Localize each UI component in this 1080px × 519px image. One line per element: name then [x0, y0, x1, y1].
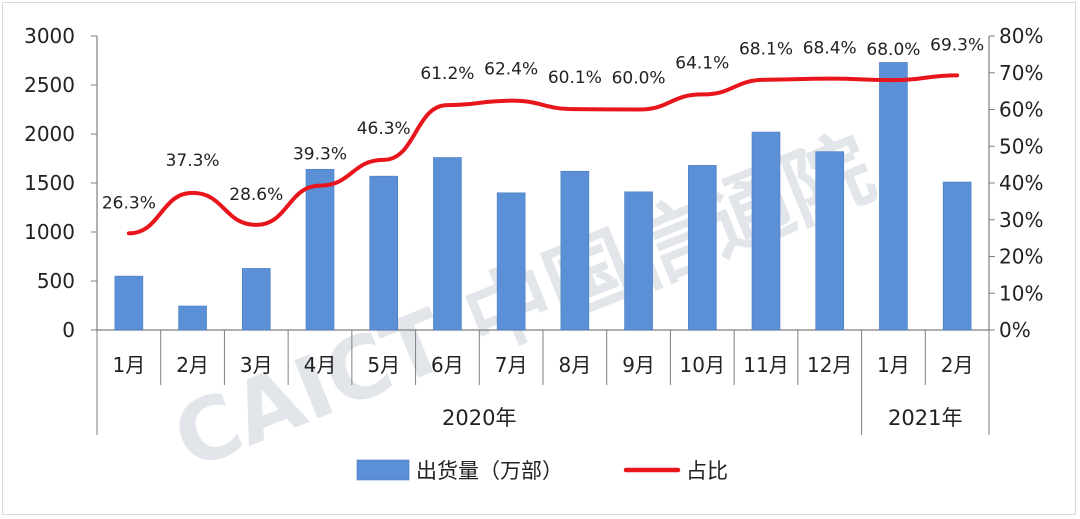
right-axis-tick-label: 80% — [999, 24, 1043, 48]
category-label: 5月 — [367, 353, 400, 377]
category-label: 6月 — [431, 353, 464, 377]
data-label: 61.2% — [420, 64, 474, 84]
legend-swatch-bar — [356, 459, 410, 481]
data-label: 62.4% — [484, 60, 538, 80]
legend-label-line: 占比 — [686, 459, 728, 483]
right-axis-tick-label: 30% — [999, 208, 1043, 232]
data-label: 28.6% — [229, 185, 283, 205]
data-label: 37.3% — [166, 151, 220, 171]
bar — [751, 131, 781, 331]
group-label: 2021年 — [888, 406, 962, 430]
bar — [241, 268, 271, 331]
bar — [815, 151, 845, 331]
right-axis-tick-label: 40% — [999, 171, 1043, 195]
category-label: 9月 — [622, 353, 655, 377]
data-label: 46.3% — [357, 119, 411, 139]
right-axis-tick-label: 60% — [999, 98, 1043, 122]
axes-layer: 0 500 1000 1500 2000 2500 3000 0% 10% 20% 30% 40% 50… — [24, 24, 1043, 435]
legend: 出货量（万部） 占比 — [356, 459, 728, 483]
bar — [879, 62, 908, 331]
left-axis-tick-label: 0 — [62, 318, 75, 342]
category-label: 1月 — [877, 353, 910, 377]
group-label: 2020年 — [442, 406, 516, 430]
bar — [942, 181, 972, 331]
bar — [305, 168, 335, 331]
bar — [178, 305, 207, 331]
category-label: 1月 — [112, 353, 145, 377]
share-line — [126, 73, 960, 236]
left-axis-tick-label: 3000 — [24, 24, 75, 48]
left-axis-tick-label: 2000 — [24, 122, 75, 146]
category-label: 3月 — [240, 353, 273, 377]
category-label: 2月 — [176, 353, 209, 377]
bar — [560, 170, 590, 331]
right-axis-tick-label: 70% — [999, 61, 1043, 85]
data-label: 26.3% — [102, 193, 156, 213]
category-label: 2月 — [941, 353, 974, 377]
left-axis-tick-label: 1500 — [24, 171, 75, 195]
category-label: 4月 — [304, 353, 337, 377]
category-label: 7月 — [495, 353, 528, 377]
bar — [114, 275, 144, 331]
bar — [369, 175, 399, 331]
bar — [496, 192, 526, 331]
right-axis-tick-label: 20% — [999, 245, 1043, 269]
data-label: 68.0% — [866, 40, 920, 60]
data-label: 64.1% — [675, 53, 729, 73]
right-axis-tick-label: 0% — [999, 318, 1031, 342]
data-label: 68.1% — [739, 40, 793, 60]
category-label: 8月 — [558, 353, 591, 377]
data-label: 60.0% — [612, 69, 666, 89]
bar — [624, 191, 653, 331]
data-label: 69.3% — [930, 35, 984, 55]
data-label: 39.3% — [293, 145, 347, 165]
category-label: 12月 — [807, 353, 852, 377]
legend-label-bar: 出货量（万部） — [416, 459, 563, 483]
category-label: 10月 — [680, 353, 725, 377]
line-series-layer: 26.3% 37.3% 28.6% 39.3% 46.3% 61.2% 62.4% 60.1%… — [102, 35, 984, 236]
bar-series-layer — [114, 62, 972, 331]
left-axis-tick-label: 1000 — [24, 220, 75, 244]
category-label: 11月 — [743, 353, 788, 377]
data-label: 60.1% — [548, 68, 602, 88]
left-axis-tick-label: 2500 — [24, 73, 75, 97]
right-axis-tick-label: 10% — [999, 281, 1043, 305]
left-axis-tick-label: 500 — [37, 269, 75, 293]
right-axis-tick-label: 50% — [999, 134, 1043, 158]
bar — [433, 157, 462, 331]
bar — [687, 165, 717, 331]
data-label: 68.4% — [803, 39, 857, 59]
